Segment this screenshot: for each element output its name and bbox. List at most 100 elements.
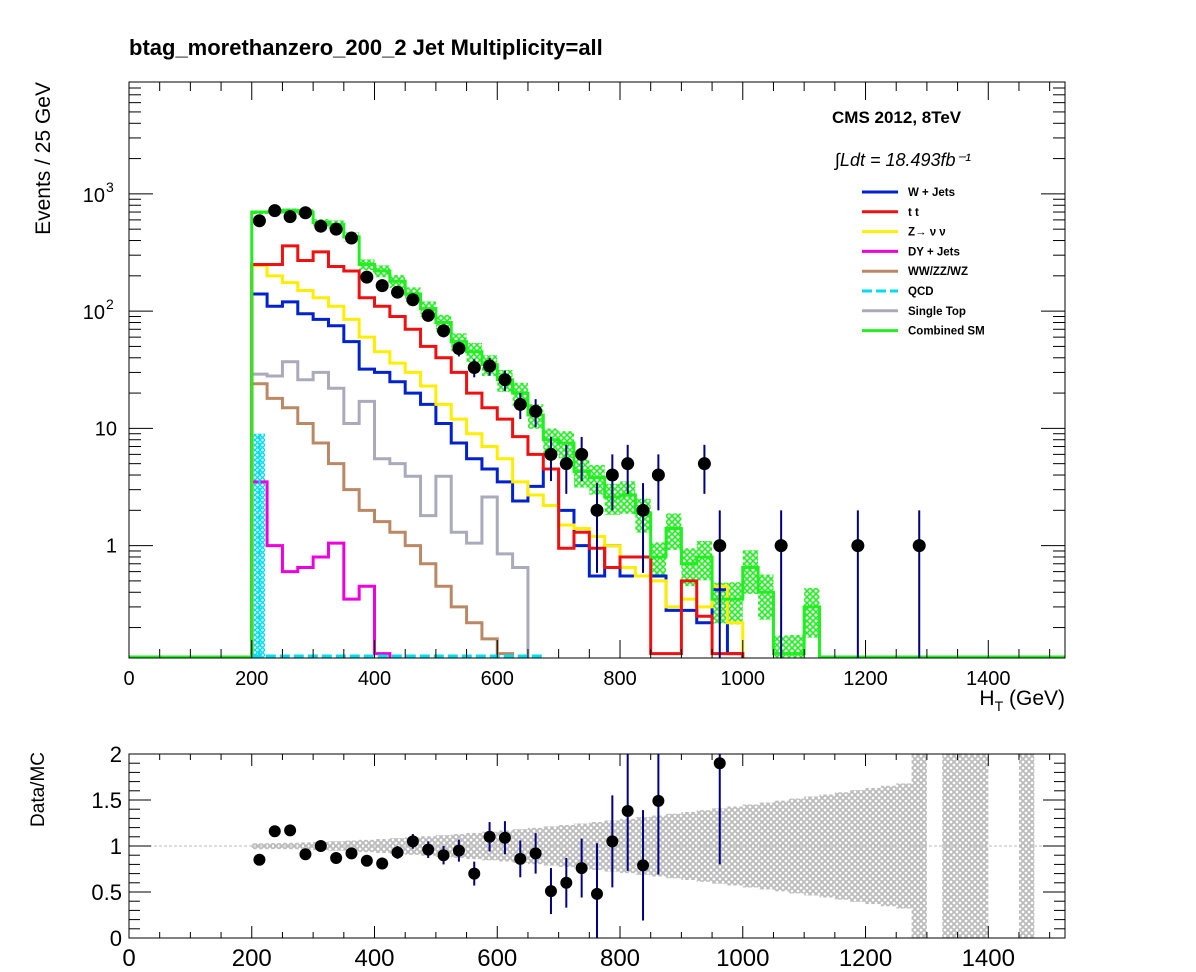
legend-entry: Single Top <box>908 306 966 318</box>
ratio-point <box>268 825 281 838</box>
ratio-point <box>253 853 266 866</box>
legend-entry: DY + Jets <box>908 246 960 258</box>
ratio-point <box>330 851 343 864</box>
luminosity-label: ∫Ldt = 18.493fb⁻¹ <box>833 150 971 170</box>
ratio-y-tick-label: 2 <box>110 742 122 767</box>
y-tick-label: 10 <box>83 302 105 324</box>
ratio-point <box>713 757 726 770</box>
uncertainty-bin <box>727 582 743 625</box>
data-point <box>544 447 558 461</box>
ratio-point <box>452 844 465 857</box>
data-point <box>513 397 527 411</box>
y-tick-label: 10 <box>95 418 117 440</box>
ratio-y-tick-label: 1 <box>110 834 122 859</box>
data-point <box>483 359 497 373</box>
ratio-point <box>637 859 650 872</box>
series-line-single-top <box>250 360 530 658</box>
data-point <box>605 468 619 482</box>
ratio-uncertainty-bin <box>374 839 390 853</box>
series-line-combined-sm <box>250 209 821 658</box>
y-tick-label: 1 <box>106 536 117 558</box>
legend-entry: t t <box>908 207 919 219</box>
x-tick-label: 800 <box>603 668 636 690</box>
ratio-point <box>498 831 511 844</box>
data-point <box>406 293 420 307</box>
ratio-data-points <box>253 754 726 938</box>
uncertainty-bin <box>758 574 774 620</box>
legend: W + Jets t t Z→ ν ν DY + Jets WW/ZZ/WZ QCD Sin… <box>862 187 985 338</box>
ratio-x-tick-label: 400 <box>354 945 394 972</box>
uncertainty-bin <box>589 464 605 495</box>
chart-title: btag_morethanzero_200_2 Jet Multiplicity… <box>129 35 603 60</box>
x-tick-label: 400 <box>358 668 391 690</box>
data-point <box>498 373 512 387</box>
data-point <box>651 468 665 482</box>
ratio-x-tick-label: 1200 <box>839 945 892 972</box>
data-point <box>329 222 343 236</box>
ratio-point <box>529 847 542 860</box>
ratio-point <box>468 867 481 880</box>
ratio-x-tick-label: 0 <box>122 945 135 972</box>
ratio-point <box>406 835 419 848</box>
ratio-y-tick-label: 1.5 <box>91 788 122 813</box>
x-tick-label: 600 <box>481 668 514 690</box>
ratio-point <box>314 840 327 852</box>
uncertainty-bin <box>666 513 682 550</box>
data-points <box>252 204 926 658</box>
ratio-uncertainty-bin <box>819 794 835 898</box>
ratio-point <box>345 847 358 860</box>
data-point <box>283 210 297 224</box>
ratio-point <box>560 876 573 889</box>
data-point <box>590 503 604 517</box>
series-line-w-jets <box>250 292 745 658</box>
data-point <box>375 279 389 293</box>
series-line-z <box>250 263 745 658</box>
data-point <box>437 324 451 338</box>
data-point <box>636 503 650 517</box>
uncertainty-bin <box>681 548 697 587</box>
data-point <box>298 206 312 220</box>
ratio-x-tick-label: 1000 <box>716 945 769 972</box>
y-tick-label-exponent: 3 <box>106 179 114 195</box>
ratio-y-tick-label: 0 <box>110 926 122 951</box>
uncertainty-bin <box>620 481 636 514</box>
ratio-point <box>621 805 634 818</box>
data-point <box>529 404 543 418</box>
x-tick-label: 200 <box>235 668 268 690</box>
ratio-uncertainty-bin <box>880 785 897 907</box>
ratio-x-tick-label: 600 <box>477 945 517 972</box>
series-line-ww-zz-wz <box>250 382 515 658</box>
ratio-point <box>391 846 404 859</box>
uncertainty-bin <box>650 542 667 578</box>
ratio-point <box>652 794 665 807</box>
ratio-point <box>483 830 496 843</box>
ratio-point <box>360 854 373 867</box>
legend-entry: WW/ZZ/WZ <box>908 266 968 278</box>
x-tick-label: 1400 <box>966 668 1011 690</box>
ratio-point <box>514 852 527 865</box>
uncertainty-bin <box>804 587 820 638</box>
x-axis-label: HT (GeV) <box>979 687 1065 714</box>
ratio-point <box>422 843 435 856</box>
ratio-y-tick-label: 0.5 <box>91 880 122 905</box>
y-tick-label: 10 <box>83 185 105 207</box>
ratio-x-tick-label: 1400 <box>962 945 1015 972</box>
data-point <box>559 457 573 471</box>
data-point <box>421 308 435 322</box>
ratio-uncertainty-bin <box>850 790 866 902</box>
y-axis-label: Events / 25 GeV <box>32 82 55 235</box>
legend-entry: QCD <box>908 286 934 298</box>
data-point <box>851 539 865 553</box>
ratio-point <box>606 835 619 848</box>
series-line-t-t <box>250 244 745 658</box>
ratio-x-tick-label: 200 <box>232 945 272 972</box>
uncertainty-bin <box>558 431 574 459</box>
x-tick-label: 0 <box>123 668 134 690</box>
legend-entry: Combined SM <box>908 326 985 338</box>
x-tick-label: 1000 <box>721 668 766 690</box>
data-point <box>697 457 711 471</box>
data-point <box>575 447 589 461</box>
data-point <box>360 270 374 284</box>
